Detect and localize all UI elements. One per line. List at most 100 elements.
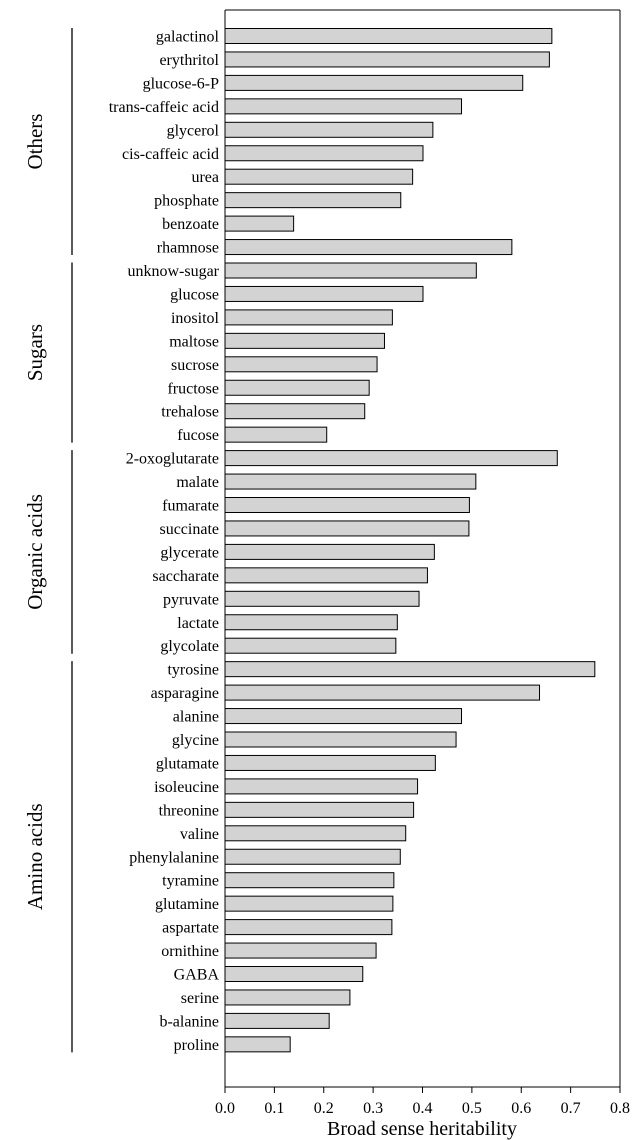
category-label: fucose	[177, 427, 219, 444]
bar	[224, 708, 463, 725]
category-labels-layer: galactinol erythritol glucose-6-P trans-caf…	[109, 29, 220, 1054]
category-label: fumarate	[162, 498, 219, 515]
group-label: Amino acids	[23, 803, 47, 910]
group-label: Others	[23, 114, 47, 170]
category-label: sucrose	[171, 357, 219, 374]
category-label: glutamate	[156, 755, 219, 772]
bar	[224, 28, 553, 44]
bar	[224, 1012, 330, 1029]
category-label: lactate	[177, 615, 219, 632]
category-label: malate	[176, 474, 219, 491]
category-label: valine	[180, 826, 219, 843]
bar	[224, 567, 428, 584]
bar	[224, 74, 524, 91]
category-label: proline	[174, 1037, 219, 1054]
category-label: glucose	[170, 286, 219, 303]
bar	[224, 684, 541, 701]
x-tick-label: 0.8	[610, 1100, 630, 1117]
category-label: rhamnose	[157, 240, 219, 257]
bar	[224, 145, 424, 162]
bar	[224, 637, 397, 654]
category-label: trehalose	[161, 404, 219, 421]
category-label: phosphate	[154, 193, 219, 210]
bar	[224, 215, 295, 232]
category-label: glycerate	[160, 544, 219, 561]
category-label: asparagine	[151, 685, 219, 702]
bar	[224, 450, 558, 467]
bar	[224, 121, 434, 138]
category-label: saccharate	[152, 568, 219, 585]
bar	[224, 332, 385, 349]
category-label: benzoate	[162, 216, 219, 233]
x-axis-title: Broad sense heritability	[327, 1118, 517, 1140]
bar	[224, 1036, 291, 1053]
category-label: threonine	[159, 802, 219, 819]
bar	[224, 403, 366, 420]
bar	[224, 285, 424, 302]
bar	[224, 825, 407, 842]
bar	[224, 473, 477, 490]
category-label: glycerol	[167, 122, 220, 139]
bar	[224, 497, 470, 513]
category-label: pyruvate	[163, 591, 219, 608]
x-tick-label: 0.4	[413, 1100, 433, 1117]
category-label: ornithine	[161, 943, 219, 960]
bar	[224, 426, 328, 443]
bars-layer	[224, 28, 596, 1053]
x-ticks-layer: 0.0 0.1 0.2 0.3 0.4 0.5 0.6 0.7 0.8	[215, 1087, 630, 1117]
bar	[224, 614, 398, 631]
category-label: fructose	[167, 380, 219, 397]
x-tick-label: 0.6	[511, 1100, 531, 1117]
bar	[224, 989, 351, 1006]
category-label: aspartate	[162, 920, 219, 937]
category-label: erythritol	[159, 52, 219, 69]
bar	[224, 309, 393, 326]
category-label: inositol	[171, 310, 220, 327]
category-label: unknow-sugar	[127, 263, 219, 280]
bar	[224, 872, 395, 889]
category-label: cis-caffeic acid	[122, 146, 219, 163]
x-tick-label: 0.5	[462, 1100, 482, 1117]
bar	[224, 754, 436, 771]
bar	[224, 520, 470, 537]
bar	[224, 379, 370, 396]
bar	[224, 778, 419, 795]
x-tick-label: 0.1	[264, 1100, 284, 1117]
category-label: serine	[181, 990, 219, 1007]
category-label: trans-caffeic acid	[109, 99, 219, 116]
category-label: GABA	[174, 967, 220, 984]
bar	[224, 192, 402, 209]
group-label: Organic acids	[23, 494, 47, 610]
category-label: succinate	[159, 521, 219, 538]
category-label: glutamine	[155, 896, 219, 913]
bar	[224, 51, 550, 68]
category-label: tyramine	[162, 873, 219, 890]
bar	[224, 543, 435, 560]
x-tick-label: 0.2	[314, 1100, 334, 1117]
category-label: glucose-6-P	[143, 75, 220, 92]
bar	[224, 661, 596, 678]
bar	[224, 731, 457, 748]
bar	[224, 801, 415, 818]
category-label: glycolate	[160, 638, 219, 655]
bar	[224, 590, 420, 607]
group-label: Sugars	[23, 324, 47, 381]
category-label: alanine	[173, 709, 219, 726]
x-tick-label: 0.7	[561, 1100, 581, 1117]
bar	[224, 262, 477, 279]
x-tick-label: 0.0	[215, 1100, 235, 1117]
bar	[224, 356, 378, 373]
x-tick-label: 0.3	[363, 1100, 383, 1117]
bar	[224, 848, 401, 865]
category-label: maltose	[169, 333, 219, 350]
category-label: 2-oxoglutarate	[126, 451, 219, 468]
category-label: b-alanine	[159, 1013, 219, 1030]
bar	[224, 966, 364, 982]
bar	[224, 98, 463, 115]
bar	[224, 919, 393, 936]
category-label: urea	[191, 169, 219, 186]
category-label: phenylalanine	[129, 849, 219, 866]
bar	[224, 239, 513, 256]
category-label: tyrosine	[167, 662, 219, 679]
